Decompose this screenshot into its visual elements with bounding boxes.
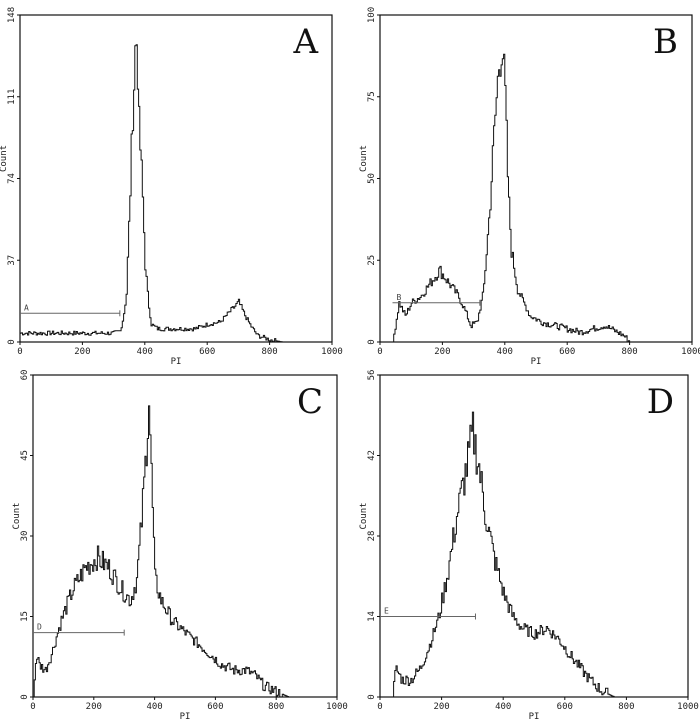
y-tick-label: 56: [367, 370, 377, 381]
y-tick-label: 111: [7, 89, 17, 105]
x-tick-label: 0: [30, 702, 35, 712]
histogram-series: [392, 53, 692, 343]
x-axis-label: PI: [180, 712, 191, 722]
histogram-series: [392, 411, 688, 698]
x-tick-label: 1000: [321, 347, 343, 357]
panel-letter: C: [297, 382, 323, 422]
y-axis-label: Count: [359, 502, 369, 529]
plot-frame: [379, 374, 689, 698]
y-tick-label: 0: [20, 694, 30, 699]
plot-frame: [379, 14, 693, 343]
x-tick-label: 0: [17, 347, 22, 357]
x-tick-label: 1000: [681, 347, 700, 357]
y-tick-label: 50: [367, 173, 377, 184]
x-tick-label: 200: [74, 347, 90, 357]
panel-letter: B: [653, 22, 678, 62]
gate-label: B: [396, 293, 401, 302]
y-tick-label: 75: [367, 91, 377, 102]
y-tick-label: 14: [367, 611, 377, 622]
panel-letter: D: [647, 382, 674, 422]
x-tick-label: 600: [557, 702, 573, 712]
y-tick-label: 74: [7, 173, 17, 184]
x-axis-label: PI: [531, 357, 542, 367]
x-tick-label: 400: [146, 702, 162, 712]
panel-a: A 0 200 400 600 800 1000 0 37 74 111 148 PI Count A: [0, 7, 343, 367]
y-tick-label: 25: [367, 255, 377, 266]
y-axis-label: Count: [12, 502, 22, 529]
y-axis-label: Count: [359, 145, 369, 172]
x-tick-label: 200: [434, 347, 450, 357]
y-tick-label: 45: [20, 450, 30, 461]
x-tick-label: 800: [618, 702, 634, 712]
y-tick-label: 148: [7, 7, 17, 23]
x-tick-label: 200: [86, 702, 102, 712]
gate-label: D: [37, 623, 42, 632]
y-tick-label: 15: [20, 611, 30, 622]
histogram-series: [20, 44, 332, 343]
x-tick-label: 600: [207, 702, 223, 712]
y-tick-label: 60: [20, 370, 30, 381]
x-tick-label: 800: [621, 347, 637, 357]
x-axis-label: PI: [529, 712, 540, 722]
x-tick-label: 0: [377, 347, 382, 357]
x-tick-label: 400: [137, 347, 153, 357]
panel-b: B 0 200 400 600 800 1000 0 25 50 75 100 PI Count B: [359, 7, 700, 367]
x-tick-label: 0: [377, 702, 382, 712]
x-tick-label: 600: [559, 347, 575, 357]
y-tick-label: 37: [7, 255, 17, 266]
y-tick-label: 0: [367, 339, 377, 344]
x-tick-label: 400: [495, 702, 511, 712]
y-tick-label: 100: [367, 7, 377, 23]
x-axis-label: PI: [171, 357, 182, 367]
plot-frame: [19, 14, 333, 343]
x-tick-label: 200: [433, 702, 449, 712]
plot-frame: [32, 374, 338, 698]
y-tick-label: 30: [20, 531, 30, 542]
x-tick-label: 600: [199, 347, 215, 357]
y-tick-label: 42: [367, 450, 377, 461]
gate-label: E: [384, 607, 389, 616]
x-tick-label: 1000: [326, 702, 348, 712]
histogram-series: [33, 405, 337, 698]
x-tick-label: 1000: [677, 702, 699, 712]
x-tick-label: 800: [261, 347, 277, 357]
x-tick-label: 800: [268, 702, 284, 712]
panel-c: C 0 200 400 600 800 1000 0 15 30 45 60 PI Count D: [12, 370, 348, 722]
panel-d: D 0 200 400 600 800 1000 0 14 28 42 56 PI Count E: [359, 370, 699, 722]
panel-letter: A: [292, 22, 318, 62]
y-tick-label: 0: [7, 339, 17, 344]
y-tick-label: 0: [367, 694, 377, 699]
y-tick-label: 28: [367, 531, 377, 542]
x-tick-label: 400: [497, 347, 513, 357]
y-axis-label: Count: [0, 145, 9, 172]
gate-label: A: [24, 303, 29, 312]
